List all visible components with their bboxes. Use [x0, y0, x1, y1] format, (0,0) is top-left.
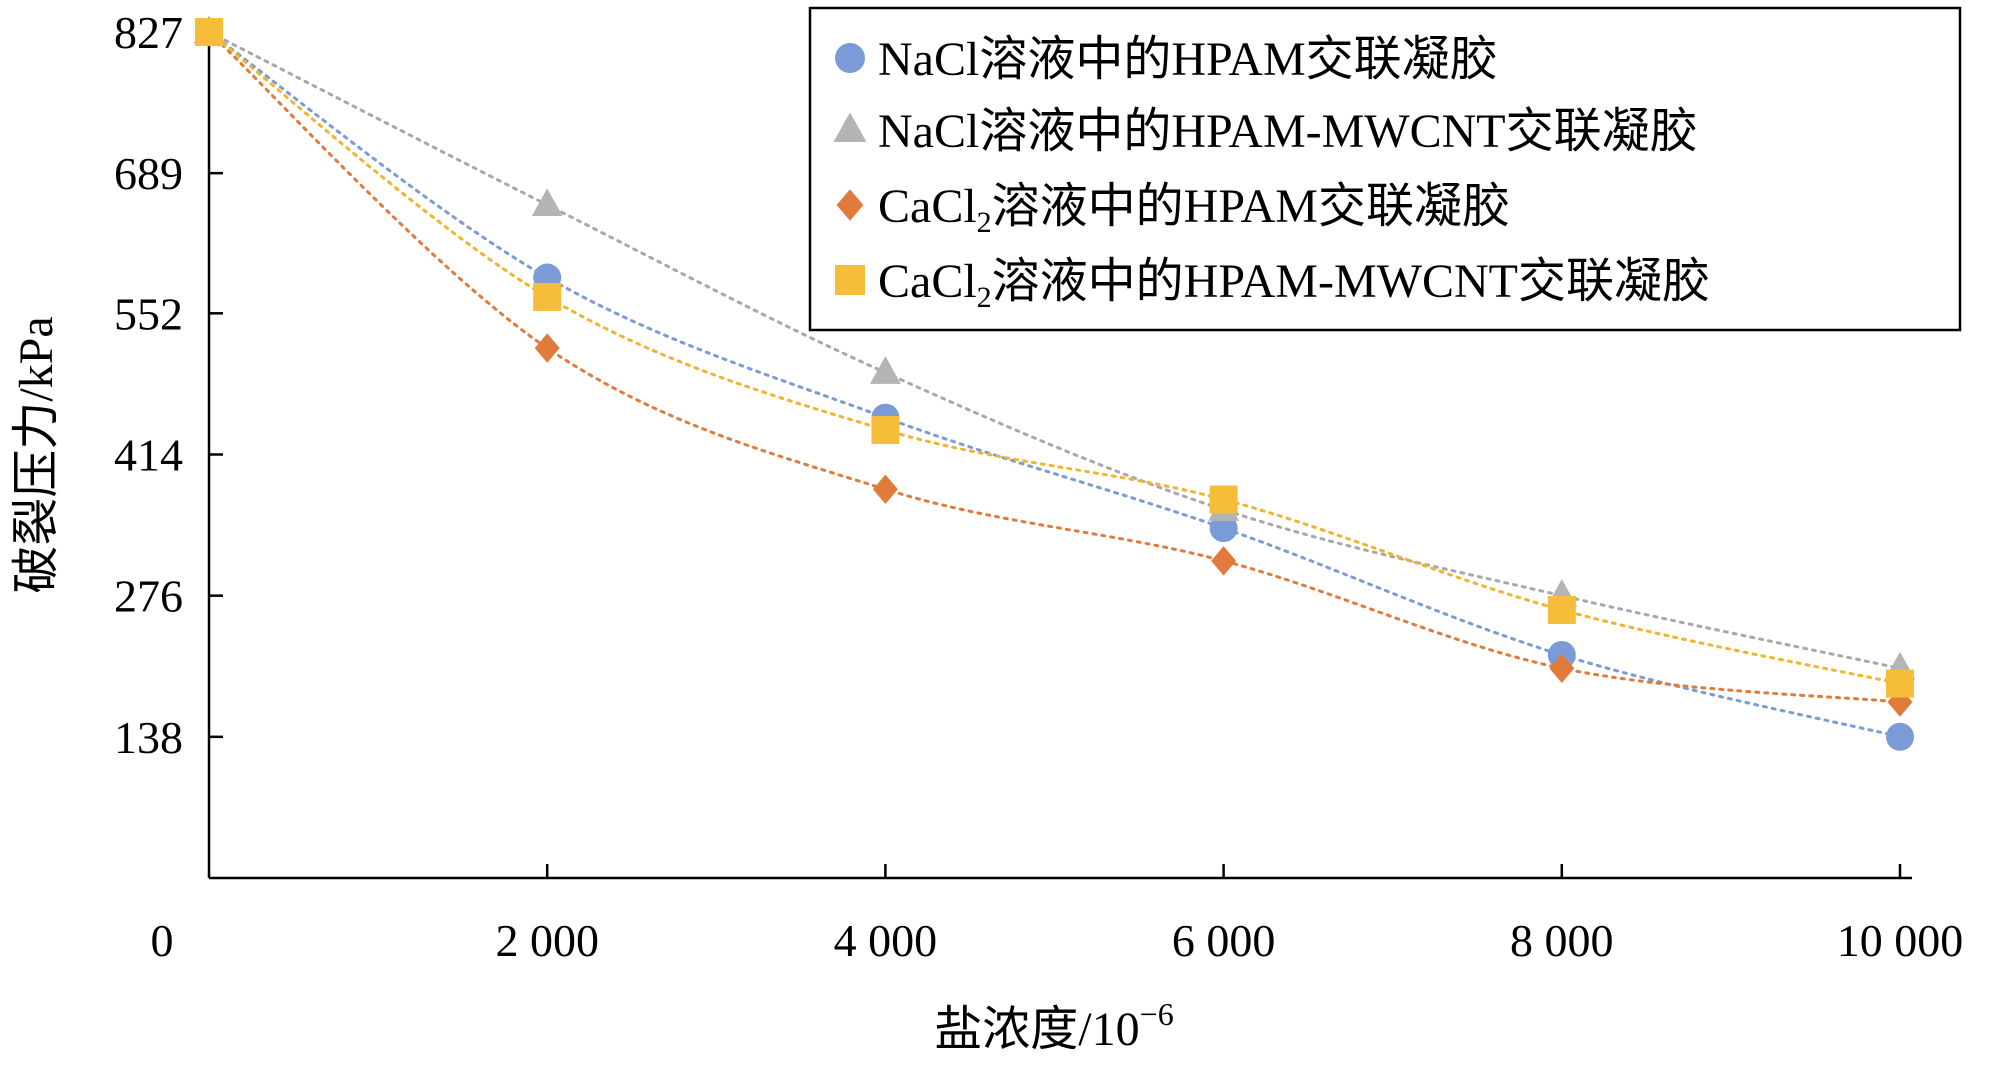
trendline-series-3 [207, 30, 1902, 704]
y-tick-label: 414 [114, 429, 183, 480]
point-series-4-x2000 [533, 282, 562, 311]
point-series-2-x4000 [870, 356, 901, 384]
y-tick-label: 552 [114, 288, 183, 339]
y-tick-label: 689 [114, 148, 183, 199]
trendlines [207, 30, 1902, 739]
legend-box [808, 6, 1962, 332]
trendline-series-4 [207, 30, 1902, 686]
point-series-4-x4000 [871, 415, 900, 444]
x-tick-label: 0 [151, 915, 174, 966]
point-series-3-x6000 [1211, 546, 1237, 576]
legend-marker-4 [835, 265, 865, 295]
legend-label-3: CaCl2溶液中的HPAM交联凝胶 [878, 180, 1510, 239]
point-series-4-x8000 [1547, 595, 1576, 624]
legend-label-1: NaCl溶液中的HPAM交联凝胶 [878, 33, 1498, 86]
x-tick-label: 2 000 [495, 915, 599, 966]
y-tick-label: 276 [114, 571, 183, 622]
y-tick-label: 138 [114, 712, 183, 763]
point-series-2-x2000 [531, 188, 563, 217]
point-series-1-x6000 [1209, 514, 1238, 543]
point-series-3-x4000 [872, 474, 898, 504]
legend-label-2: NaCl溶液中的HPAM-MWCNT交联凝胶 [878, 105, 1698, 158]
axis-titles: 盐浓度/10−6 破裂压力/kPa [10, 316, 1174, 1056]
axes: 138 276 414 552 689 827 0 2 000 4 000 6 000 8 000 1… [114, 7, 1963, 966]
legend-label-4: CaCl2溶液中的HPAM-MWCNT交联凝胶 [878, 255, 1710, 314]
x-tick-label: 10 000 [1837, 915, 1964, 966]
point-series-3-x8000 [1549, 653, 1575, 683]
legend-marker-2 [833, 112, 867, 142]
trendline-series-1 [207, 30, 1902, 739]
legend: NaCl溶液中的HPAM交联凝胶 NaCl溶液中的HPAM-MWCNT交联凝胶 Ca… [808, 6, 1962, 332]
x-axis-title: 盐浓度/10−6 [934, 996, 1173, 1056]
point-series-4-x0 [195, 18, 223, 46]
x-tick-label: 4 000 [834, 915, 938, 966]
point-series-3-x10000 [1887, 687, 1913, 717]
point-series-4-x6000 [1209, 485, 1238, 514]
y-tick-label: 827 [114, 7, 183, 58]
y-axis-title: 破裂压力/kPa [10, 316, 63, 593]
point-series-3-x2000 [534, 333, 560, 363]
point-series-4-x10000 [1886, 669, 1914, 698]
legend-marker-3 [836, 189, 864, 221]
x-tick-label: 6 000 [1172, 915, 1276, 966]
x-tick-label: 8 000 [1510, 915, 1614, 966]
point-series-1-x10000 [1886, 722, 1914, 751]
data-points [193, 15, 1916, 751]
legend-marker-1 [835, 43, 865, 73]
trendline-series-2 [207, 30, 1902, 670]
